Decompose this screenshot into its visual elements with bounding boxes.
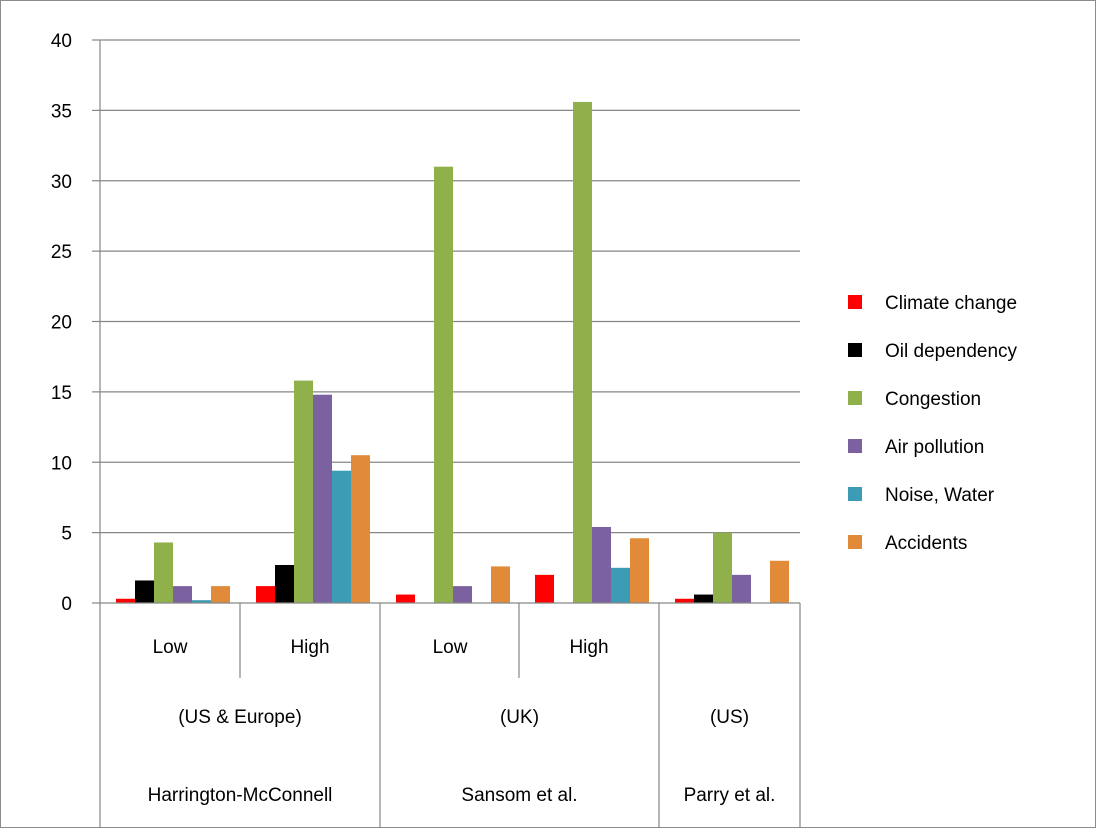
axes xyxy=(92,39,801,828)
y-tick-label: 25 xyxy=(51,242,72,263)
bar xyxy=(396,594,415,603)
legend-label: Air pollution xyxy=(885,437,984,458)
x-category-label: Low xyxy=(153,637,188,658)
bar xyxy=(294,380,313,603)
bar xyxy=(770,560,789,603)
x-group-study-label: Parry et al. xyxy=(684,785,776,806)
bar xyxy=(434,166,453,604)
bar xyxy=(694,594,713,603)
legend: Climate change Oil dependency Congestion Ai… xyxy=(848,293,1018,554)
bar xyxy=(275,564,294,603)
bar xyxy=(491,566,510,603)
legend-swatch xyxy=(848,391,862,405)
legend-label: Noise, Water xyxy=(885,485,995,506)
bar xyxy=(713,532,732,603)
bar xyxy=(535,574,554,603)
x-group-region-label: (US & Europe) xyxy=(178,707,302,728)
x-group-region-label: (US) xyxy=(710,707,749,728)
bar xyxy=(611,567,630,603)
legend-label: Congestion xyxy=(885,389,981,410)
x-group-region-label: (UK) xyxy=(500,707,539,728)
legend-swatch xyxy=(848,295,862,309)
bar xyxy=(573,101,592,604)
y-tick-label: 20 xyxy=(51,313,72,334)
bar xyxy=(351,455,370,603)
y-tick-label: 40 xyxy=(51,31,72,52)
bar xyxy=(116,598,135,603)
y-tick-label: 15 xyxy=(51,383,72,404)
bar xyxy=(732,574,751,603)
legend-label: Oil dependency xyxy=(885,341,1018,362)
y-tick-label: 5 xyxy=(61,524,72,545)
y-tick-labels: 0 5 10 15 20 25 30 35 40 xyxy=(51,31,72,615)
bar xyxy=(630,538,649,603)
bars xyxy=(116,101,789,604)
y-tick-label: 35 xyxy=(51,101,72,122)
x-category-label: Low xyxy=(433,637,468,658)
y-tick-label: 30 xyxy=(51,172,72,193)
bar xyxy=(313,394,332,603)
legend-swatch xyxy=(848,535,862,549)
bar xyxy=(675,598,694,603)
bar xyxy=(173,586,192,603)
bar xyxy=(256,586,275,603)
bar xyxy=(592,526,611,603)
legend-label: Accidents xyxy=(885,533,967,554)
bar xyxy=(135,580,154,603)
bar xyxy=(453,586,472,603)
legend-swatch xyxy=(848,439,862,453)
y-tick-label: 10 xyxy=(51,453,72,474)
x-category-label: High xyxy=(569,637,608,658)
bar xyxy=(154,542,173,603)
x-group-study-label: Sansom et al. xyxy=(461,785,577,806)
bar xyxy=(332,470,351,603)
x-category-label: High xyxy=(290,637,329,658)
bar xyxy=(211,586,230,603)
legend-swatch xyxy=(848,343,862,357)
bar xyxy=(192,600,211,603)
y-tick-label: 0 xyxy=(61,594,72,615)
x-group-study-label: Harrington-McConnell xyxy=(148,785,333,806)
legend-swatch xyxy=(848,487,862,501)
x-category-labels: Low High Low High (US & Europe) Harrington-Mc… xyxy=(148,637,776,806)
legend-label: Climate change xyxy=(885,293,1017,314)
